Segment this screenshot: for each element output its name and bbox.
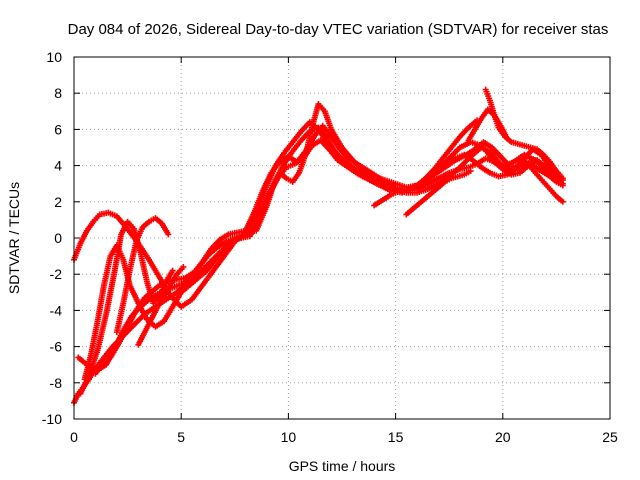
x-tick-label: 15 xyxy=(388,429,404,445)
data-series-5 xyxy=(75,137,564,374)
data-series-12 xyxy=(482,86,566,182)
x-tick-label: 25 xyxy=(602,429,618,445)
x-axis-label: GPS time / hours xyxy=(289,458,396,474)
y-tick-label: -8 xyxy=(50,375,63,391)
y-tick-label: 4 xyxy=(54,158,62,174)
y-axis-label: SDTVAR / TECUs xyxy=(6,182,22,294)
data-series-8 xyxy=(135,263,187,348)
y-tick-labels: -10 -8 -6 -4 -2 0 2 4 6 8 10 xyxy=(42,49,62,427)
data-series-13 xyxy=(521,157,566,205)
y-tick-label: -10 xyxy=(42,411,62,427)
data-series-9 xyxy=(371,117,481,209)
y-tick-label: 2 xyxy=(54,194,62,210)
data-point xyxy=(169,267,176,274)
data-point xyxy=(559,198,566,205)
axis-ticks xyxy=(73,56,611,420)
data-point xyxy=(559,175,566,182)
x-tick-label: 20 xyxy=(495,429,511,445)
x-tick-labels: 0 5 10 15 20 25 xyxy=(70,429,618,445)
y-tick-label: 6 xyxy=(54,121,62,137)
data-series-10 xyxy=(403,168,474,218)
data-point xyxy=(180,263,187,270)
data-series-7 xyxy=(113,215,172,336)
data-series-6 xyxy=(77,218,176,397)
x-tick-label: 0 xyxy=(70,429,78,445)
x-tick-label: 10 xyxy=(281,429,297,445)
plot-area xyxy=(71,86,566,406)
y-tick-label: 10 xyxy=(46,49,62,65)
x-tick-label: 5 xyxy=(177,429,185,445)
y-tick-label: 8 xyxy=(54,85,62,101)
chart-title: Day 084 of 2026, Sidereal Day-to-day VTE… xyxy=(68,21,609,38)
data-point xyxy=(557,178,564,185)
y-tick-label: -2 xyxy=(50,266,63,282)
data-point xyxy=(165,231,172,238)
y-tick-label: 0 xyxy=(54,230,62,246)
y-tick-label: -6 xyxy=(50,339,63,355)
y-tick-label: -4 xyxy=(50,302,63,318)
grid-lines xyxy=(74,57,610,419)
data-point xyxy=(467,168,474,175)
